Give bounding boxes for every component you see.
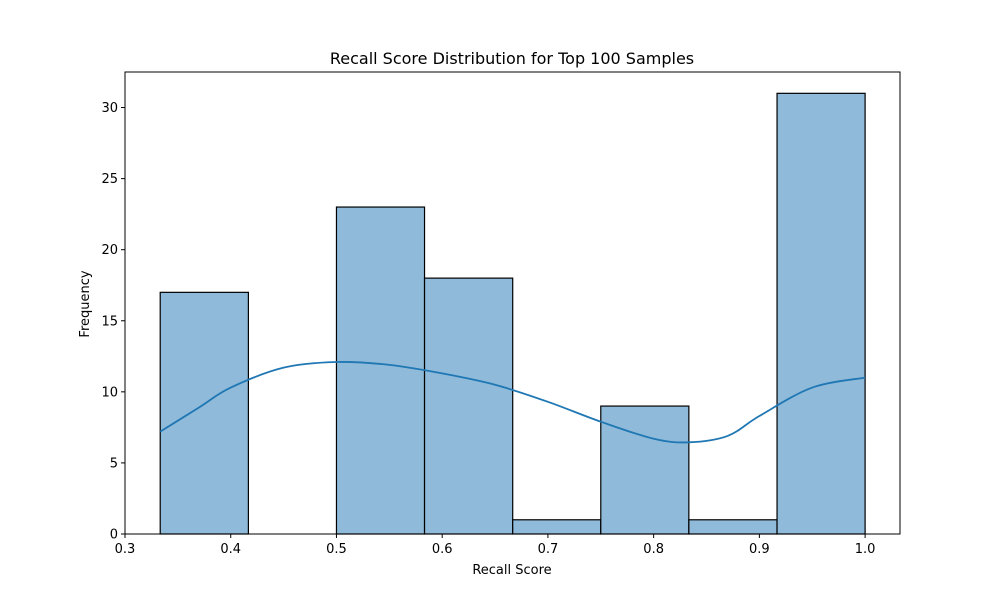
kde-line — [159, 361, 866, 444]
bars-group — [159, 92, 866, 535]
y-axis-ticks: 0 5 10 15 20 25 30 — [101, 101, 125, 543]
kde-group — [159, 361, 866, 444]
y-tick-label: 15 — [101, 314, 118, 329]
y-axis-label: Frequency — [78, 270, 93, 337]
x-tick-label: 0.9 — [749, 542, 770, 557]
x-axis-label: Recall Score — [472, 563, 551, 578]
x-axis-ticks: 0.3 0.4 0.5 0.6 0.7 0.8 0.9 1.0 — [115, 534, 876, 557]
y-tick-label: 20 — [101, 243, 118, 258]
plot-frame — [124, 71, 901, 535]
x-tick-label: 0.5 — [326, 542, 347, 557]
x-tick-label: 0.6 — [432, 542, 453, 557]
y-tick-label: 0 — [110, 528, 118, 543]
x-tick-label: 0.8 — [643, 542, 664, 557]
y-tick-label: 10 — [101, 385, 118, 400]
y-tick-label: 25 — [101, 172, 118, 187]
x-tick-label: 0.4 — [220, 542, 241, 557]
histogram-bar — [512, 519, 602, 535]
x-tick-label: 1.0 — [855, 542, 876, 557]
y-tick-label: 5 — [110, 456, 118, 471]
x-tick-label: 0.3 — [115, 542, 136, 557]
histogram-bar — [688, 519, 778, 535]
histogram-bar — [423, 277, 514, 535]
y-tick-label: 30 — [101, 101, 118, 116]
histogram-bar — [335, 206, 426, 535]
chart-title: Recall Score Distribution for Top 100 Sa… — [330, 49, 694, 68]
histogram-bar — [600, 405, 690, 535]
histogram-bar — [776, 92, 866, 535]
histogram-bar — [159, 291, 249, 535]
x-tick-label: 0.7 — [538, 542, 559, 557]
